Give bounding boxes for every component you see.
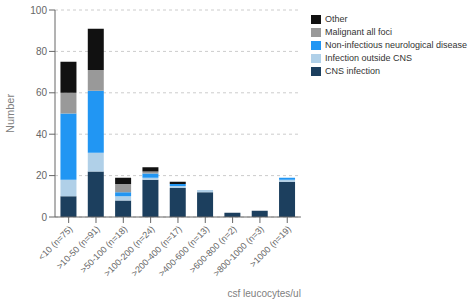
svg-text:>200-400 (n=17): >200-400 (n=17) bbox=[129, 223, 184, 279]
svg-text:40: 40 bbox=[36, 129, 48, 140]
svg-text:Number: Number bbox=[8, 94, 16, 133]
svg-text:>10-50 (n=91): >10-50 (n=91) bbox=[54, 223, 102, 272]
html-text:Malignant all foci: Malignant all foci bbox=[324, 27, 392, 37]
svg-text:csf leucocytes/ul: csf leucocytes/ul bbox=[228, 288, 301, 299]
svg-text:0: 0 bbox=[41, 212, 47, 223]
svg-text:20: 20 bbox=[36, 170, 48, 181]
svg-text:>400-600 (n=13): >400-600 (n=13) bbox=[156, 223, 212, 279]
html-text:Non-infectious neurological di: Non-infectious neurological disease bbox=[324, 40, 467, 50]
svg-text:<10 (n=75): <10 (n=75) bbox=[36, 223, 75, 263]
svg-text:>800-1000 (n=3): >800-1000 (n=3) bbox=[211, 223, 266, 279]
html-text:Other: Other bbox=[324, 14, 348, 24]
svg-text:>50-100 (n=18): >50-100 (n=18) bbox=[78, 224, 129, 275]
svg-text:>100-200 (n=24): >100-200 (n=24) bbox=[102, 223, 157, 279]
html-text:Infection outside CNS: Infection outside CNS bbox=[324, 53, 412, 63]
svg-text:>600-800 (n=2): >600-800 (n=2) bbox=[188, 224, 239, 275]
svg-text:100: 100 bbox=[30, 5, 47, 16]
svg-text:60: 60 bbox=[36, 87, 48, 98]
svg-text:80: 80 bbox=[36, 46, 48, 57]
svg-text:>1000 (n=19): >1000 (n=19) bbox=[248, 224, 293, 269]
html-text:CNS infection: CNS infection bbox=[324, 66, 380, 76]
